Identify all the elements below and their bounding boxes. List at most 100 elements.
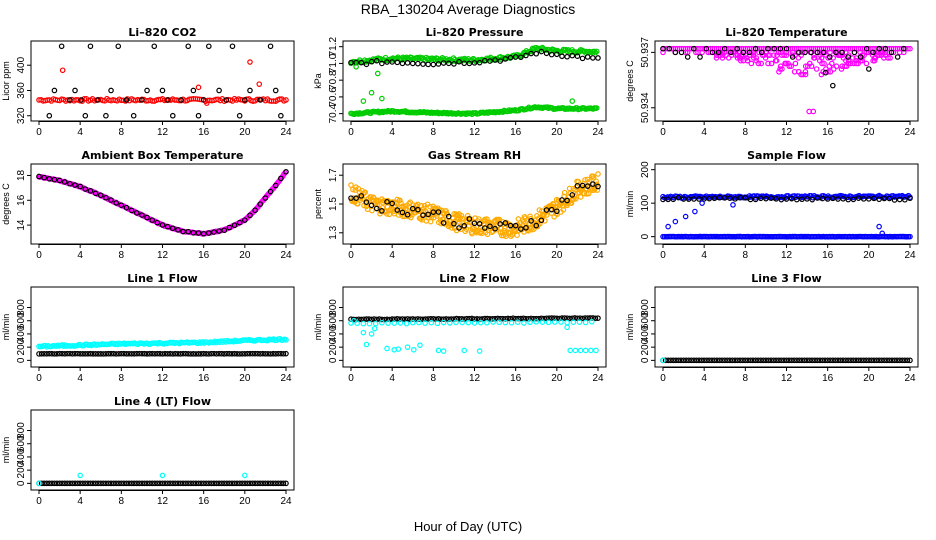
data-point <box>881 195 888 202</box>
data-point <box>802 68 809 75</box>
data-point <box>180 480 186 487</box>
data-point <box>804 196 810 202</box>
data-point <box>190 480 197 487</box>
data-point <box>195 230 202 236</box>
y-tick-label: 600 <box>16 312 27 329</box>
y-tick-label: 1.3 <box>328 225 339 239</box>
data-point <box>836 52 843 58</box>
x-tick-label: 20 <box>551 373 563 384</box>
data-point <box>435 61 442 67</box>
data-point <box>670 357 677 364</box>
data-point <box>444 109 451 116</box>
data-point <box>159 87 166 94</box>
data-point <box>224 480 230 487</box>
x-tick-label: 4 <box>701 127 707 138</box>
data-point <box>891 197 898 203</box>
data-point <box>514 319 521 326</box>
data-point <box>871 57 878 64</box>
data-point <box>252 207 258 214</box>
data-point <box>577 194 584 200</box>
data-point <box>595 171 601 177</box>
data-point <box>706 195 713 202</box>
x-tick-label: 16 <box>822 127 834 138</box>
figure-title: RBA_130204 Average Diagnostics <box>361 1 576 17</box>
data-point <box>579 55 586 62</box>
data-point <box>826 54 833 60</box>
data-point <box>714 357 720 364</box>
data-point <box>351 317 357 324</box>
data-point <box>151 43 158 50</box>
data-point <box>206 230 212 236</box>
data-point <box>709 49 716 56</box>
plot-frame <box>654 163 919 245</box>
y-axis-label: percent <box>313 188 323 219</box>
data-point <box>594 187 601 193</box>
data-point <box>216 87 222 94</box>
data-point <box>157 480 163 487</box>
data-point <box>824 196 831 202</box>
y-tick-label: 71.0 <box>328 53 339 73</box>
data-point <box>81 96 88 102</box>
data-point <box>871 357 877 364</box>
data-point <box>725 55 732 61</box>
data-point <box>141 350 148 357</box>
data-point <box>572 196 579 202</box>
data-point <box>719 357 725 364</box>
data-point <box>172 480 179 487</box>
data-point <box>866 357 872 364</box>
data-point <box>56 350 63 357</box>
data-point <box>244 350 251 357</box>
data-point <box>216 480 222 487</box>
data-point <box>786 63 793 70</box>
data-point <box>680 196 687 202</box>
data-point <box>38 480 45 487</box>
data-point <box>809 196 816 203</box>
x-tick-label: 12 <box>157 373 169 384</box>
y-tick-label: 0 <box>16 480 27 486</box>
data-point <box>144 87 150 94</box>
data-point <box>278 175 284 182</box>
data-point <box>236 112 243 119</box>
data-point <box>198 480 204 487</box>
data-point <box>203 480 210 487</box>
data-point <box>260 480 266 487</box>
data-point <box>574 53 581 60</box>
data-point <box>512 222 519 229</box>
x-tick-label: 16 <box>510 373 522 384</box>
data-point <box>777 63 784 70</box>
data-point <box>409 205 416 212</box>
y-tick-label: 0 <box>16 357 27 363</box>
x-tick-label: 4 <box>389 250 395 261</box>
data-point <box>420 61 426 67</box>
data-point <box>781 357 787 364</box>
data-point <box>778 357 785 364</box>
data-point <box>440 316 447 322</box>
data-point <box>660 45 666 52</box>
data-point <box>438 316 444 322</box>
data-point <box>492 57 498 63</box>
data-point <box>164 97 171 103</box>
data-point <box>200 97 207 103</box>
x-tick-label: 12 <box>781 127 793 138</box>
data-point <box>489 316 496 322</box>
data-point <box>783 45 790 52</box>
plot-area <box>36 43 289 119</box>
data-point <box>359 196 366 202</box>
data-point <box>247 59 253 65</box>
data-point <box>144 351 150 357</box>
panel-boxtemp: Ambient Box Temperature 0 4 8 12 16 20 24 14 16 18… <box>1 149 295 261</box>
data-point <box>732 357 738 364</box>
data-point <box>595 315 601 321</box>
data-point <box>888 49 895 56</box>
data-point <box>223 97 230 103</box>
x-tick-label: 4 <box>701 250 707 261</box>
data-point <box>162 480 168 487</box>
data-point <box>360 98 367 104</box>
data-point <box>757 195 764 202</box>
data-point <box>561 315 568 321</box>
data-point <box>151 480 158 487</box>
data-point <box>860 196 867 202</box>
data-point <box>136 350 143 357</box>
data-point <box>684 54 691 60</box>
data-point <box>180 228 186 235</box>
